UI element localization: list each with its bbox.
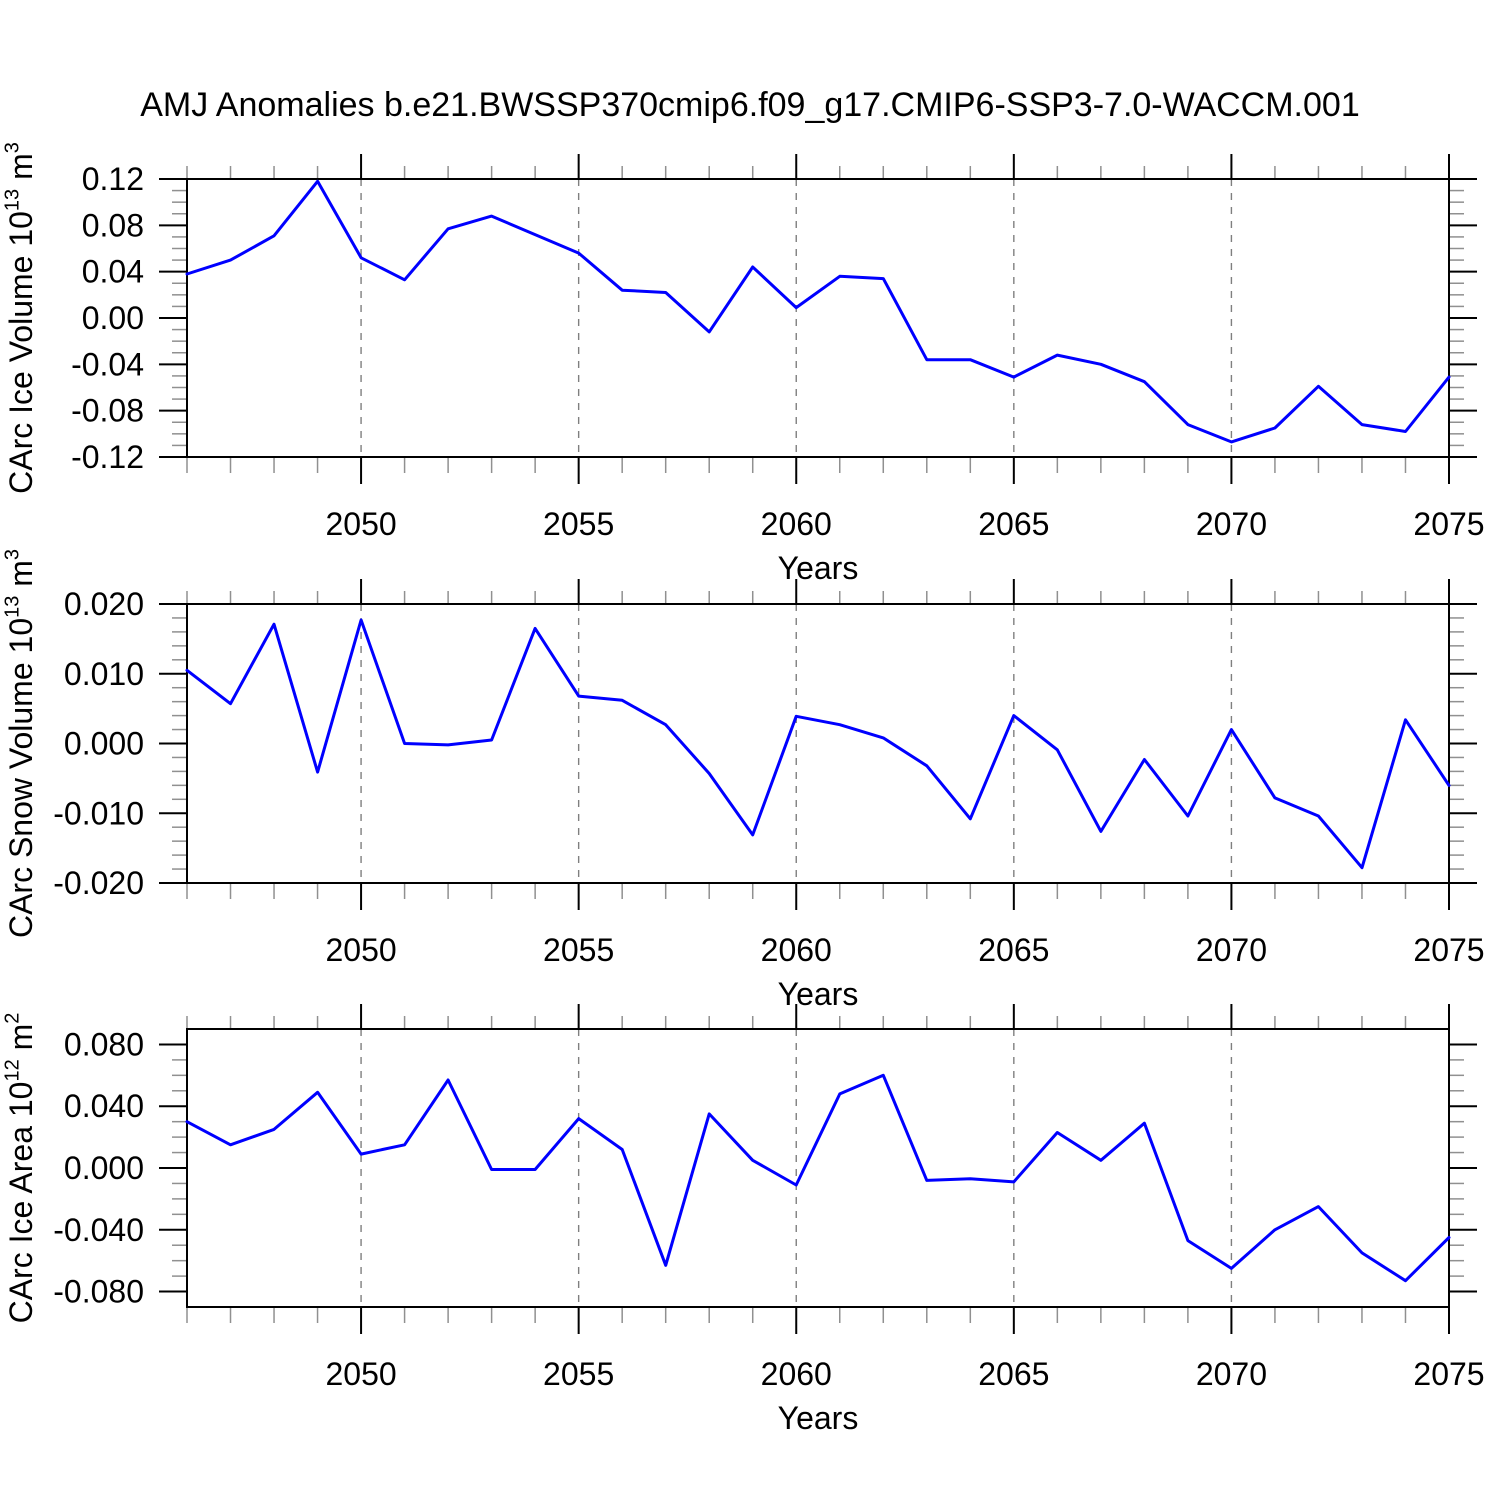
carc-ice-area-line xyxy=(185,1073,1451,1283)
x-tick-label: 2050 xyxy=(325,932,396,968)
x-tick-label: 2065 xyxy=(978,1356,1049,1392)
x-tick-label: 2050 xyxy=(325,1356,396,1392)
x-axis-label: Years xyxy=(778,976,859,1012)
panel-carc-snow-volume: 0.020 0.010 0.000 -0.010 -0.020 2050 2055 2060 2… xyxy=(2,549,1485,1012)
x-tick-label: 2075 xyxy=(1413,932,1484,968)
y-tick-label: 0.020 xyxy=(64,586,144,622)
x-tick-label: 2055 xyxy=(543,506,614,542)
y-tick-label: 0.000 xyxy=(64,1150,144,1186)
x-tick-label: 2055 xyxy=(543,932,614,968)
y-axis-label: CArc Snow Volume 1013 m3 xyxy=(2,549,39,938)
x-tick-label: 2060 xyxy=(761,1356,832,1392)
x-tick-label: 2065 xyxy=(978,506,1049,542)
x-tick-label: 2075 xyxy=(1413,506,1484,542)
y-tick-label: -0.020 xyxy=(53,865,144,901)
y-tick-label: 0.010 xyxy=(64,656,144,692)
x-tick-label: 2070 xyxy=(1196,506,1267,542)
plot-frame xyxy=(186,1028,1450,1308)
x-axis-label: Years xyxy=(778,1400,859,1436)
y-tick-label: -0.010 xyxy=(53,795,144,831)
carc-ice-volume-line xyxy=(185,179,1451,444)
carc-snow-volume-line xyxy=(185,618,1451,870)
y-tick-label: 0.080 xyxy=(64,1026,144,1062)
panel-carc-ice-area: 0.080 0.040 0.000 -0.040 -0.080 2050 2055 2060 2… xyxy=(2,1004,1485,1436)
x-tick-label: 2055 xyxy=(543,1356,614,1392)
y-tick-label: 0.00 xyxy=(82,300,144,336)
x-tick-label: 2050 xyxy=(325,506,396,542)
y-axis-label: CArc Ice Area 1012 m2 xyxy=(2,1013,39,1324)
plot-frame xyxy=(186,603,1450,884)
x-tick-label: 2065 xyxy=(978,932,1049,968)
x-axis-label: Years xyxy=(778,550,859,586)
y-tick-label: -0.040 xyxy=(53,1212,144,1248)
x-tick-label: 2075 xyxy=(1413,1356,1484,1392)
x-tick-label: 2070 xyxy=(1196,1356,1267,1392)
y-axis-label: CArc Ice Volume 1013 m3 xyxy=(2,142,39,494)
y-tick-label: 0.04 xyxy=(82,254,144,290)
y-tick-label: -0.04 xyxy=(71,346,144,382)
y-tick-label: -0.080 xyxy=(53,1274,144,1310)
y-tick-label: 0.08 xyxy=(82,207,144,243)
y-tick-label: 0.000 xyxy=(64,726,144,762)
x-tick-label: 2070 xyxy=(1196,932,1267,968)
y-tick-label: -0.08 xyxy=(71,393,144,429)
y-tick-label: 0.12 xyxy=(82,161,144,197)
x-tick-label: 2060 xyxy=(761,506,832,542)
panel-carc-ice-volume: 0.12 0.08 0.04 0.00 -0.04 -0.08 -0.12 2050 2055 2… xyxy=(2,142,1485,586)
y-tick-label: 0.040 xyxy=(64,1088,144,1124)
x-tick-label: 2060 xyxy=(761,932,832,968)
y-tick-label: -0.12 xyxy=(71,439,144,475)
plot-frame xyxy=(186,178,1450,458)
chart-title: AMJ Anomalies b.e21.BWSSP370cmip6.f09_g1… xyxy=(140,86,1360,124)
